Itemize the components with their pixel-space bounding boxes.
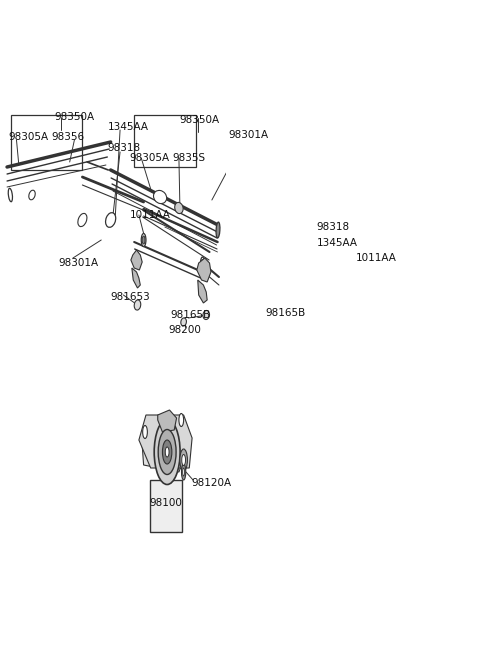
Ellipse shape bbox=[154, 191, 167, 204]
Bar bbox=[11, 115, 83, 170]
Ellipse shape bbox=[297, 303, 304, 313]
Ellipse shape bbox=[183, 468, 185, 476]
Text: 98165B: 98165B bbox=[265, 308, 305, 318]
Polygon shape bbox=[198, 280, 207, 303]
Text: 1011AA: 1011AA bbox=[356, 253, 396, 263]
Ellipse shape bbox=[182, 455, 185, 466]
Polygon shape bbox=[131, 250, 142, 270]
Text: 1345AA: 1345AA bbox=[108, 122, 148, 132]
Text: 1345AA: 1345AA bbox=[316, 238, 358, 248]
Text: 98318: 98318 bbox=[108, 143, 141, 153]
Polygon shape bbox=[142, 418, 183, 472]
Ellipse shape bbox=[142, 236, 145, 244]
Ellipse shape bbox=[175, 202, 183, 214]
Polygon shape bbox=[296, 253, 302, 263]
Ellipse shape bbox=[289, 221, 300, 235]
Text: 98301A: 98301A bbox=[59, 258, 99, 268]
Ellipse shape bbox=[203, 311, 209, 319]
Text: 98305A: 98305A bbox=[9, 132, 48, 142]
Ellipse shape bbox=[8, 189, 12, 202]
Text: 98200: 98200 bbox=[168, 325, 202, 335]
Ellipse shape bbox=[162, 440, 172, 464]
Text: 98318: 98318 bbox=[316, 222, 349, 232]
Text: 981653: 981653 bbox=[111, 292, 150, 302]
Text: 1011AA: 1011AA bbox=[130, 210, 170, 220]
Ellipse shape bbox=[143, 426, 147, 438]
Bar bbox=[150, 480, 182, 532]
Ellipse shape bbox=[154, 420, 180, 484]
Ellipse shape bbox=[297, 254, 301, 265]
Text: 98356: 98356 bbox=[52, 132, 85, 142]
Ellipse shape bbox=[181, 318, 186, 326]
Ellipse shape bbox=[78, 214, 87, 227]
Polygon shape bbox=[158, 410, 177, 432]
Ellipse shape bbox=[180, 449, 187, 471]
Text: 9835S: 9835S bbox=[173, 153, 206, 163]
Ellipse shape bbox=[134, 300, 141, 310]
Ellipse shape bbox=[29, 191, 35, 200]
Text: 98305A: 98305A bbox=[130, 153, 169, 163]
Polygon shape bbox=[197, 258, 211, 282]
Text: 98120A: 98120A bbox=[191, 478, 231, 488]
Text: 98100: 98100 bbox=[150, 498, 182, 508]
Text: 98301A: 98301A bbox=[228, 130, 268, 140]
Bar bbox=[134, 115, 196, 167]
Polygon shape bbox=[294, 255, 308, 274]
Ellipse shape bbox=[158, 430, 176, 474]
Ellipse shape bbox=[141, 233, 146, 246]
Ellipse shape bbox=[291, 238, 298, 248]
Ellipse shape bbox=[165, 447, 169, 457]
Ellipse shape bbox=[106, 213, 116, 227]
Text: 98350A: 98350A bbox=[54, 112, 94, 122]
Ellipse shape bbox=[201, 260, 204, 267]
Polygon shape bbox=[139, 415, 192, 468]
Ellipse shape bbox=[179, 413, 184, 426]
Ellipse shape bbox=[216, 222, 220, 238]
Polygon shape bbox=[132, 268, 140, 288]
Text: 98165B: 98165B bbox=[170, 310, 211, 320]
Ellipse shape bbox=[201, 257, 204, 269]
Ellipse shape bbox=[181, 464, 186, 480]
Ellipse shape bbox=[293, 241, 296, 245]
Text: 98350A: 98350A bbox=[180, 115, 220, 125]
Polygon shape bbox=[296, 274, 304, 298]
